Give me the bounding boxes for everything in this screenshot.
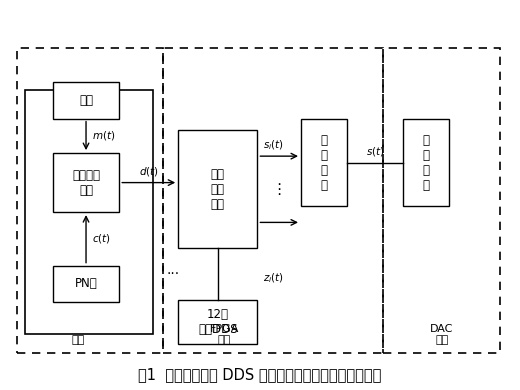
Text: $m(t)$: $m(t)$ <box>92 129 115 142</box>
Text: $c(t)$: $c(t)$ <box>92 232 111 245</box>
Text: 直接序列
扩频: 直接序列 扩频 <box>72 168 100 197</box>
Bar <box>383 48 500 353</box>
Bar <box>178 130 257 248</box>
Bar <box>17 48 163 353</box>
Bar <box>24 90 152 334</box>
Text: FPGA
数字: FPGA 数字 <box>210 324 239 345</box>
Text: $s(t)$: $s(t)$ <box>366 145 384 158</box>
Text: 图1  基于多路并行 DDS 的快跳频信号发生器系统结构图: 图1 基于多路并行 DDS 的快跳频信号发生器系统结构图 <box>138 367 382 382</box>
Bar <box>163 48 383 353</box>
Text: 码元: 码元 <box>79 94 93 107</box>
Bar <box>53 82 119 119</box>
Bar <box>301 119 347 206</box>
Text: 数
模
转
换: 数 模 转 换 <box>423 133 430 191</box>
Text: ···: ··· <box>166 267 179 281</box>
Text: DAC
模拟: DAC 模拟 <box>430 324 453 345</box>
Text: $d(t)$: $d(t)$ <box>139 165 159 178</box>
Text: $z_i(t)$: $z_i(t)$ <box>263 271 283 285</box>
Bar <box>53 266 119 302</box>
Bar <box>53 153 119 212</box>
Bar <box>178 300 257 344</box>
Text: PN码: PN码 <box>75 277 97 290</box>
Text: 并
串
转
换: 并 串 转 换 <box>320 133 328 191</box>
Text: 基带: 基带 <box>72 335 85 345</box>
Text: $s_i(t)$: $s_i(t)$ <box>263 139 283 152</box>
Text: 12路
并行DDS: 12路 并行DDS <box>198 308 238 336</box>
Bar <box>404 119 449 206</box>
Text: ⋮: ⋮ <box>271 182 287 197</box>
Text: 跳频
载波
调制: 跳频 载波 调制 <box>211 168 225 211</box>
